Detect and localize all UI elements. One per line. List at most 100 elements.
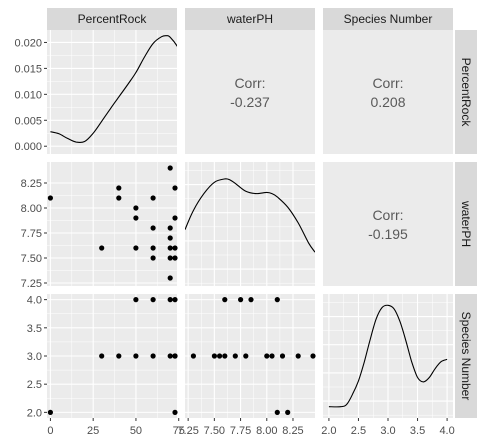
data-point [279,353,286,359]
data-point [150,353,156,359]
x-tick-label: 4.0 [439,425,454,437]
data-point [150,297,156,303]
data-point [167,225,173,231]
data-point [167,297,173,303]
y-tick-label: 8.00 [21,203,42,215]
data-point [264,353,270,359]
data-point [99,245,105,251]
y-tick-label: 8.25 [21,178,42,190]
row-strip [455,162,477,286]
data-point [133,297,139,303]
column-strip [185,8,315,30]
correlation-label: Corr: [234,75,265,91]
row-strip-label: PercentRock [459,58,473,128]
row-strip [455,294,477,418]
row-strip-label: Species Number [459,312,473,401]
correlation-value: -0.237 [230,94,270,110]
x-tick-label: 8.25 [282,425,303,437]
data-point [274,297,280,303]
data-point [167,235,173,241]
data-point [47,195,54,201]
data-point [172,297,178,303]
data-point [172,245,178,251]
x-tick-label: 7.75 [230,425,251,437]
data-point [167,255,173,261]
data-point [167,353,173,359]
data-point [133,205,139,211]
x-tick-label: 8.00 [256,425,277,437]
data-point [295,353,301,359]
data-point [167,275,173,281]
data-point [172,185,178,191]
correlation-label: Corr: [372,207,403,223]
panel-background [323,30,453,154]
data-point [232,353,238,359]
y-tick-label: 0.015 [14,63,42,75]
x-tick-label: 3.5 [410,425,425,437]
x-tick-label: 3.0 [380,425,395,437]
correlation-label: Corr: [372,75,403,91]
data-point [133,353,139,359]
data-point [133,245,139,251]
y-tick-label: 4.0 [27,295,42,307]
x-tick-label: 7.50 [204,425,225,437]
panel-background [323,162,453,286]
data-point [217,353,223,359]
data-point [172,215,178,221]
data-point [167,165,173,171]
density-curve-percentrock [50,35,177,144]
y-tick-label: 0.020 [14,37,42,49]
y-tick-label: 0.010 [14,89,42,101]
data-point [167,245,173,251]
data-point [116,195,122,201]
data-point [222,353,228,359]
column-strip [323,8,453,30]
row-strip-label: waterPH [459,200,473,247]
y-tick-label: 7.75 [21,228,42,240]
data-point [99,353,105,359]
data-point [172,255,178,261]
data-point [211,353,217,359]
y-tick-label: 2.0 [27,407,42,419]
correlation-value: -0.195 [368,226,408,242]
column-strip-label: PercentRock [78,12,148,26]
x-tick-label: 2.0 [321,425,336,437]
column-strip [47,8,177,30]
density-curve-waterph [185,178,315,253]
y-tick-label: 7.25 [21,278,42,290]
data-point [285,409,291,415]
data-point [150,225,156,231]
y-tick-label: 3.0 [27,351,42,363]
data-point [116,185,122,191]
data-point [238,297,244,303]
data-point [190,353,196,359]
data-point [274,409,280,415]
data-point [150,255,156,261]
column-strip-label: waterPH [226,12,273,26]
density-curve-species-number [328,304,448,408]
y-tick-label: 2.5 [27,379,42,391]
correlation-value: 0.208 [370,94,405,110]
y-tick-label: 0.000 [14,141,42,153]
data-point [310,353,316,359]
panel-background [185,30,315,154]
column-strip-label: Species Number [344,12,433,26]
data-point [269,353,275,359]
data-point [172,353,178,359]
data-point [116,353,122,359]
x-tick-label: 75 [173,425,185,437]
data-point [172,409,178,415]
panel-background [185,162,315,286]
data-point [133,215,139,221]
data-point [150,195,156,201]
data-point [47,409,54,415]
y-tick-label: 3.5 [27,323,42,335]
x-tick-label: 0 [47,425,53,437]
x-tick-label: 7.25 [177,425,198,437]
data-point [150,245,156,251]
x-tick-label: 50 [130,425,142,437]
data-point [248,297,254,303]
data-point [243,353,249,359]
y-tick-label: 0.005 [14,115,42,127]
